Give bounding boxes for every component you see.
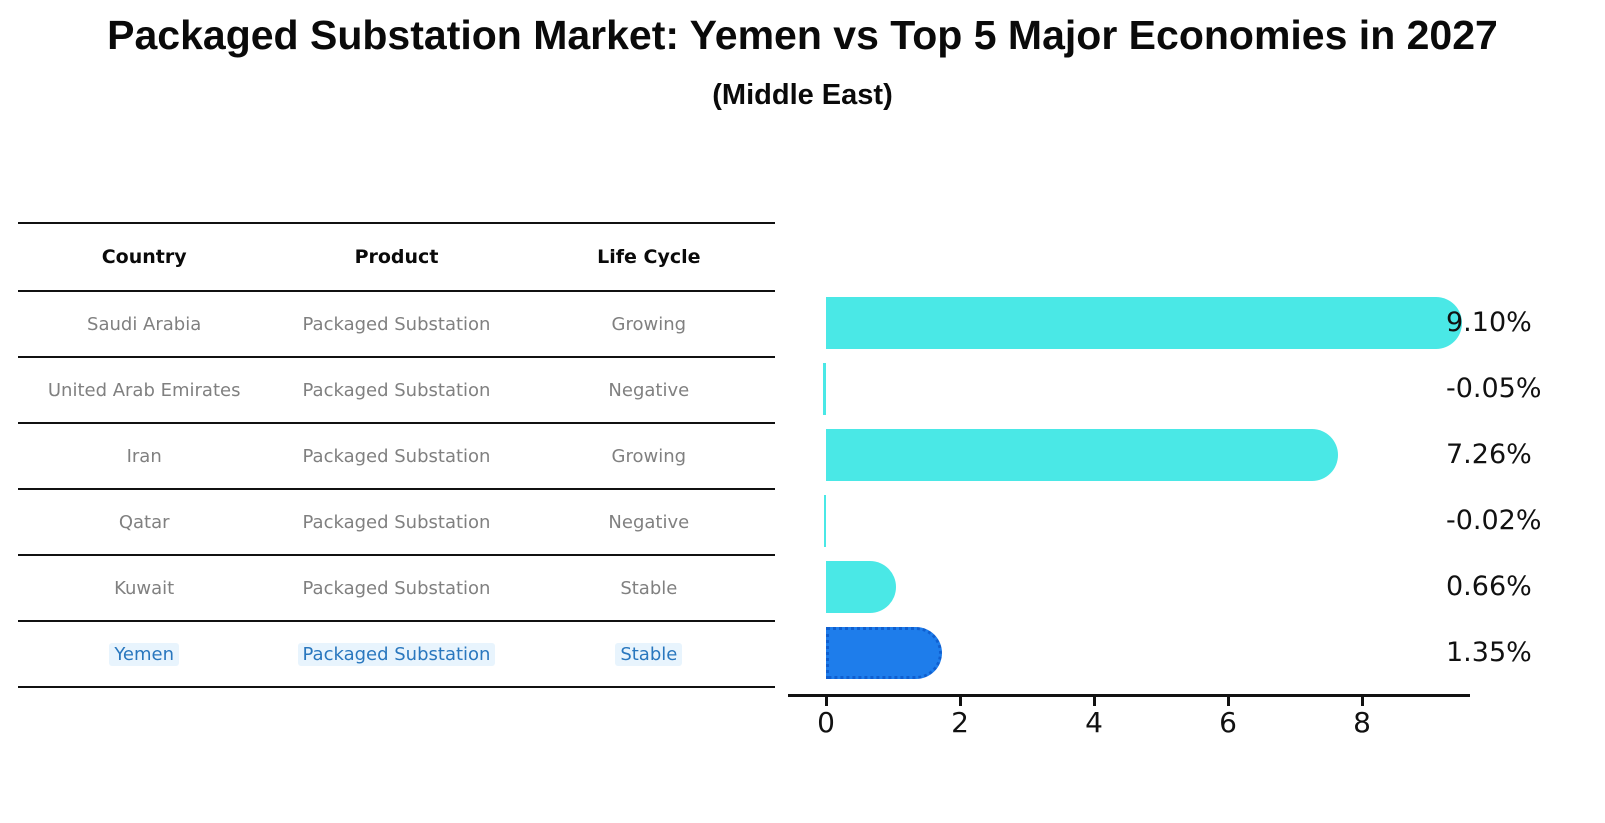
- cell-country: Yemen: [18, 642, 270, 666]
- cell-life-cycle: Negative: [608, 511, 690, 533]
- bar-saudi-arabia: [826, 297, 1462, 349]
- cell-country: Saudi Arabia: [87, 313, 202, 335]
- bar-value-label-saudi-arabia: 9.10%: [1446, 307, 1532, 338]
- column-header-product: Product: [354, 246, 439, 268]
- table-row-qatar: Qatar Packaged Substation Negative: [18, 490, 775, 556]
- bar-value-label-qatar: -0.02%: [1446, 505, 1542, 536]
- cell-life-cycle: Growing: [611, 313, 687, 335]
- table-body: Saudi Arabia Packaged Substation Growing Un…: [18, 292, 775, 688]
- x-axis-tick-4: [1092, 697, 1096, 706]
- x-axis-tick-6: [1226, 697, 1230, 706]
- bar-iran: [826, 429, 1339, 481]
- table-row-iran: Iran Packaged Substation Growing: [18, 424, 775, 490]
- bar-value-label-kuwait: 0.66%: [1446, 571, 1532, 602]
- cell-product: Packaged Substation: [302, 313, 491, 335]
- x-axis-tick-2: [958, 697, 962, 706]
- column-header-country: Country: [101, 246, 187, 268]
- cell-product: Packaged Substation: [270, 642, 522, 666]
- bar-united-arab-emirates: [822, 363, 826, 415]
- table-row-saudi-arabia: Saudi Arabia Packaged Substation Growing: [18, 292, 775, 358]
- cell-product: Packaged Substation: [302, 379, 491, 401]
- cell-product: Packaged Substation: [302, 445, 491, 467]
- bar-qatar: [824, 495, 826, 547]
- cell-life-cycle: Stable: [523, 642, 775, 666]
- table-row-yemen: Yemen Packaged Substation Stable: [18, 622, 775, 688]
- bar-yemen: [826, 627, 943, 679]
- x-axis-tick-label-6: 6: [1219, 706, 1237, 739]
- cell-country: Iran: [126, 445, 162, 467]
- table-row-united-arab-emirates: United Arab Emirates Packaged Substation N…: [18, 358, 775, 424]
- chart-subtitle: (Middle East): [712, 79, 893, 111]
- table-row-kuwait: Kuwait Packaged Substation Stable: [18, 556, 775, 622]
- cell-life-cycle: Stable: [620, 577, 678, 599]
- cell-product: Packaged Substation: [302, 511, 491, 533]
- bar-value-label-united-arab-emirates: -0.05%: [1446, 373, 1542, 404]
- table-header-row: Country Product Life Cycle: [18, 224, 775, 292]
- column-header-life-cycle: Life Cycle: [597, 246, 701, 268]
- bar-value-label-yemen: 1.35%: [1446, 637, 1532, 668]
- cell-country: United Arab Emirates: [47, 379, 241, 401]
- cell-product: Packaged Substation: [302, 577, 491, 599]
- x-axis-tick-label-4: 4: [1085, 706, 1103, 739]
- x-axis-tick-0: [824, 697, 828, 706]
- country-info-table: Country Product Life Cycle Saudi Arabia P…: [18, 222, 775, 688]
- cell-country: Qatar: [118, 511, 170, 533]
- chart-title: Packaged Substation Market: Yemen vs Top…: [107, 12, 1498, 58]
- x-axis-tick-label-2: 2: [951, 706, 969, 739]
- cell-life-cycle: Growing: [611, 445, 687, 467]
- x-axis-line: [788, 694, 1470, 697]
- x-axis-tick-label-8: 8: [1353, 706, 1371, 739]
- x-axis-tick-label-0: 0: [817, 706, 835, 739]
- bar-kuwait: [826, 561, 897, 613]
- bar-value-label-iran: 7.26%: [1446, 439, 1532, 470]
- cell-life-cycle: Negative: [608, 379, 690, 401]
- cell-country: Kuwait: [114, 577, 175, 599]
- x-axis-tick-8: [1360, 697, 1364, 706]
